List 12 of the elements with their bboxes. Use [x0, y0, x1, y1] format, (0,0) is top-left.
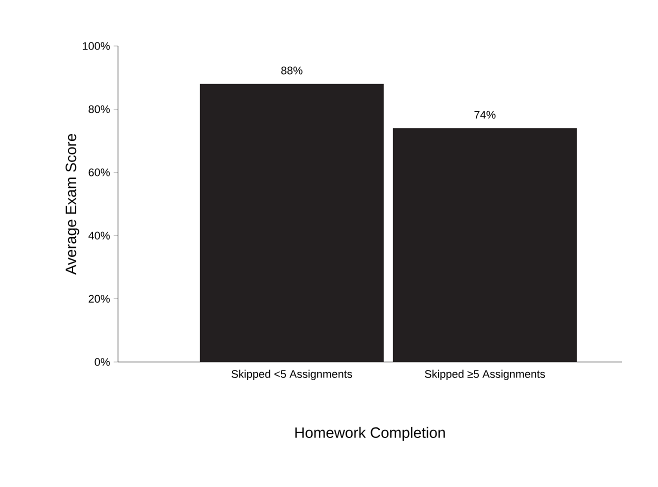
y-axis-title: Average Exam Score	[66, 134, 80, 275]
data-label: 88%	[281, 66, 302, 74]
y-tick-label: 20%	[88, 294, 110, 303]
y-tick-label: 40%	[88, 232, 110, 240]
y-tick-label: 80%	[88, 105, 110, 114]
y-tick-label: 0%	[94, 358, 110, 366]
x-axis-title: Homework Completion	[295, 426, 445, 441]
x-tick-label: Skipped ≥5 Assignments	[424, 370, 545, 380]
y-tick-label: 100%	[82, 42, 110, 50]
data-label: 74%	[474, 110, 496, 119]
y-tick-label: 60%	[88, 168, 110, 176]
x-tick-label: Skipped <5 Assignments	[232, 370, 352, 380]
